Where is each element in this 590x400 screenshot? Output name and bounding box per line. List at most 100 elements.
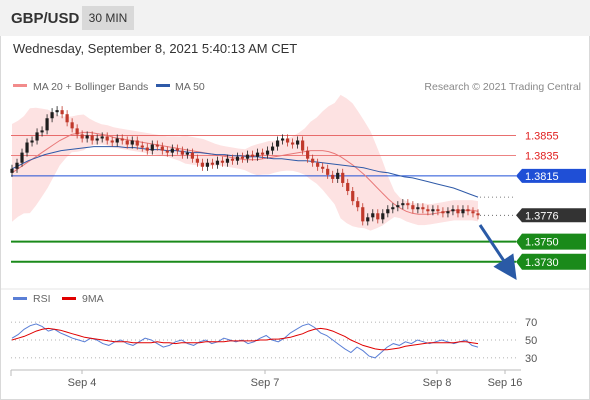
candle-body — [356, 201, 360, 208]
rsi-line — [11, 323, 479, 359]
candle-body — [90, 135, 94, 141]
support-label-box — [516, 253, 586, 270]
support-label: 1.3750 — [525, 237, 559, 249]
ma20-line — [11, 131, 479, 215]
candle-body — [341, 172, 345, 183]
resistance-label: 1.3855 — [525, 130, 559, 142]
candle-body — [120, 138, 124, 141]
candle-body — [215, 160, 220, 165]
chart-header: GBP/USD 30 MIN — [0, 0, 590, 36]
candle-body — [155, 144, 159, 147]
candle-body — [321, 166, 325, 169]
last-price-label-box — [516, 208, 586, 223]
candle-body — [15, 162, 19, 169]
candle-body — [421, 207, 425, 210]
candle-body — [426, 209, 430, 212]
symbol-label: GBP/USD — [11, 10, 80, 27]
support-label: 1.3730 — [525, 257, 559, 269]
candle-body — [431, 209, 435, 212]
candle-body — [441, 211, 445, 214]
candle-body — [456, 209, 460, 214]
ma50-legend-swatch — [156, 84, 170, 87]
rsi-tick-label: 30 — [525, 353, 537, 365]
candle-body — [461, 209, 465, 214]
x-axis-tick-label: Sep 8 — [423, 377, 452, 389]
candle-body — [416, 207, 420, 210]
candle-body — [361, 207, 365, 222]
x-axis-tick-label: Sep 4 — [68, 377, 97, 389]
candle-body — [381, 213, 385, 220]
candle-body — [185, 152, 189, 155]
candle-body — [35, 132, 39, 141]
bollinger-band — [12, 94, 478, 231]
forecast-arrow — [478, 224, 517, 280]
candle-body — [60, 110, 64, 115]
candle-body — [326, 168, 330, 175]
x-axis-tick-label: Sep 7 — [251, 377, 280, 389]
x-axis-tick-label: Sep 16 — [488, 377, 523, 389]
ma20-legend-label: MA 20 + Bollinger Bands — [33, 81, 148, 93]
timeframe-button[interactable]: 30 MIN — [82, 6, 134, 30]
candle-body — [436, 209, 440, 212]
candle-body — [70, 122, 74, 129]
candle-body — [80, 134, 84, 139]
pivot-label: 1.3815 — [525, 171, 559, 183]
candle-body — [346, 182, 350, 192]
key-levels: 1.3855 1.3835 1.3815 1.3776 1.3750 1.3730 — [11, 130, 586, 270]
candle-body — [386, 209, 390, 214]
candle-body — [125, 140, 129, 145]
candle-body — [331, 174, 335, 179]
ma50-line — [11, 146, 479, 198]
rsi-ma-legend-label: 9MA — [82, 293, 104, 305]
last-price-label: 1.3776 — [525, 210, 559, 222]
candle-body — [175, 148, 179, 151]
candle-body — [291, 142, 295, 145]
candle-body — [105, 136, 109, 141]
candle-body — [306, 150, 310, 159]
candle-body — [270, 146, 275, 151]
candle-body — [135, 140, 139, 146]
candle-body — [255, 152, 260, 157]
candle-body — [366, 217, 370, 222]
candle-body — [285, 138, 290, 143]
candle-body — [180, 150, 184, 155]
candle-body — [150, 144, 154, 151]
candle-body — [406, 203, 410, 206]
candle-body — [195, 158, 199, 163]
candle-body — [45, 118, 49, 131]
candle-body — [250, 154, 255, 157]
candle-body — [115, 138, 119, 143]
rsi-tick-label: 70 — [525, 317, 537, 329]
candle-body — [401, 203, 405, 206]
candle-body — [85, 135, 89, 139]
resistance-label: 1.3835 — [525, 151, 559, 163]
candle-body — [391, 207, 395, 210]
candle-body — [55, 110, 59, 113]
candle-body — [275, 140, 280, 147]
candle-body — [316, 162, 320, 167]
candle-body — [50, 112, 54, 119]
candle-body — [446, 211, 450, 214]
candle-body — [225, 158, 230, 163]
candle-body — [235, 156, 240, 161]
candle-body — [165, 150, 169, 153]
candlesticks — [10, 106, 480, 226]
candle-body — [451, 209, 455, 212]
candle-body — [95, 138, 99, 141]
candle-body — [240, 156, 245, 159]
candle-body — [260, 152, 265, 155]
candle-body — [65, 114, 69, 123]
candle-body — [411, 205, 415, 210]
rsi-panel: 70 50 30 — [11, 317, 537, 365]
candle-body — [301, 140, 305, 151]
candle-body — [396, 205, 400, 208]
candle-body — [371, 213, 375, 218]
candle-body — [40, 130, 44, 133]
pivot-label-box — [516, 168, 586, 183]
candle-body — [265, 150, 270, 155]
rsi-ma-legend-swatch — [62, 297, 76, 300]
candle-body — [100, 136, 104, 139]
rsi-legend-label: RSI — [33, 293, 51, 305]
candle-body — [75, 128, 79, 135]
